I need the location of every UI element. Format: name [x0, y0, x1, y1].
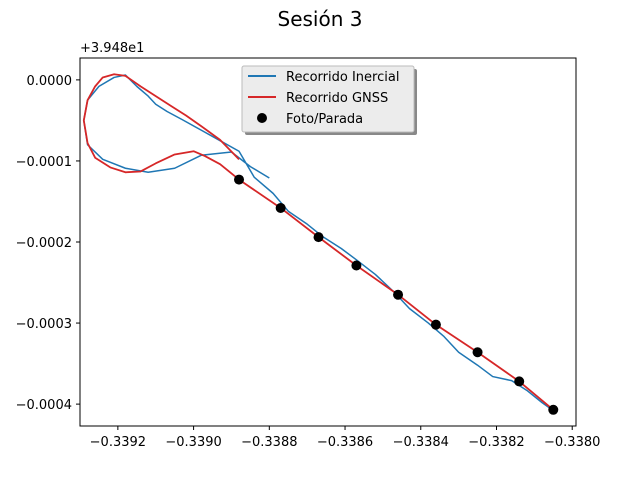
x-tick-label: −0.3390 — [165, 435, 221, 450]
marker-point — [351, 260, 362, 271]
axes: −0.3392 −0.3390 −0.3388 −0.3386 −0.3384 −0.33… — [16, 57, 600, 450]
y-tick-label: −0.0001 — [16, 155, 72, 170]
y-tick-label: 0.0000 — [27, 74, 73, 89]
y-axis-offset-label: +3.948e1 — [80, 41, 144, 56]
x-tick-label: −0.3388 — [241, 435, 297, 450]
x-tick-label: −0.3392 — [90, 435, 146, 450]
plot-area — [82, 73, 559, 415]
marker-point — [430, 319, 441, 330]
marker-point — [275, 202, 286, 213]
marker-point — [393, 289, 404, 300]
marker-point — [514, 376, 525, 387]
legend-label: Foto/Parada — [286, 112, 363, 127]
legend-box — [241, 65, 415, 133]
y-tick-label: −0.0002 — [16, 236, 72, 251]
x-tick-label: −0.3380 — [544, 435, 600, 450]
y-tick-label: −0.0003 — [16, 317, 72, 332]
x-tick-label: −0.3382 — [468, 435, 524, 450]
legend-label: Recorrido GNSS — [286, 91, 388, 106]
series-line-1 — [82, 73, 554, 411]
x-tick-label: −0.3384 — [393, 435, 449, 450]
marker-point — [234, 174, 245, 185]
legend-label: Recorrido Inercial — [286, 70, 399, 85]
legend: Recorrido Inercial Recorrido GNSS Foto/Par… — [241, 65, 417, 135]
marker-point — [548, 404, 559, 415]
x-tick-label: −0.3386 — [317, 435, 373, 450]
chart-title: Sesión 3 — [278, 7, 363, 31]
marker-point — [472, 347, 483, 358]
legend-marker — [257, 113, 267, 123]
marker-point — [313, 232, 324, 243]
y-tick-label: −0.0004 — [16, 398, 72, 413]
